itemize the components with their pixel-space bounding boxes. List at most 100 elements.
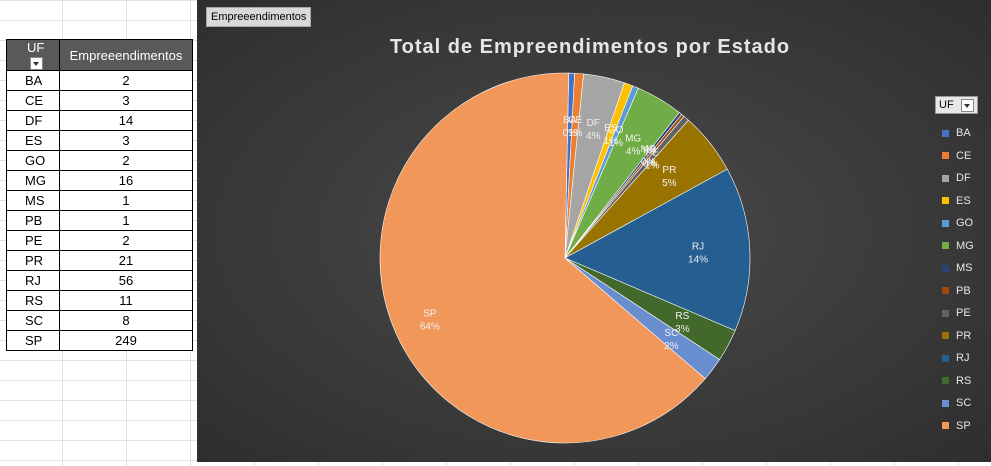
pivot-row-go: GO 2: [6, 150, 193, 172]
legend-swatch: [942, 264, 949, 272]
legend-label: SP: [956, 419, 971, 432]
legend-item-pr[interactable]: PR: [935, 325, 978, 348]
legend-header-label: UF: [939, 99, 954, 111]
legend-swatch: [942, 219, 949, 227]
pivot-cell-value[interactable]: 3: [59, 90, 193, 112]
pivot-row-rj: RJ 56: [6, 270, 193, 292]
pivot-cell-value[interactable]: 3: [59, 130, 193, 152]
pie-slice-rj[interactable]: [564, 168, 751, 332]
chart-field-button[interactable]: Empreeendimentos: [206, 7, 312, 27]
pivot-cell-value[interactable]: 8: [59, 310, 193, 332]
legend-filter-button[interactable]: UF: [935, 96, 978, 114]
data-label-df: DF 4%: [586, 118, 601, 142]
pivot-table: UF Empreeendimentos BA 2 CE 3 DF 14 ES 3 GO 2 MG 16…: [6, 38, 193, 352]
filter-dropdown-icon[interactable]: [30, 57, 43, 71]
pivot-row-df: DF 14: [6, 110, 193, 132]
legend-item-ba[interactable]: BA: [935, 122, 978, 145]
pivot-cell-uf[interactable]: GO: [6, 150, 60, 172]
pie-chart[interactable]: BA 0%CE 1%DF 4%ES 1%GO 1% MG 4% MS 0%PB 0%PE 1% PR 5%…: [197, 0, 991, 462]
pivot-cell-value[interactable]: 2: [59, 230, 193, 252]
legend-label: RJ: [956, 352, 970, 365]
legend-label: MG: [956, 239, 974, 252]
legend-swatch: [942, 399, 949, 407]
pivot-cell-uf[interactable]: PE: [6, 230, 60, 252]
pivot-header-uf-label: UF: [27, 40, 45, 55]
legend-swatch: [942, 287, 949, 295]
pivot-row-sc: SC 8: [6, 310, 193, 332]
pivot-cell-uf[interactable]: RJ: [6, 270, 60, 292]
pivot-cell-uf[interactable]: MG: [6, 170, 60, 192]
pivot-cell-value[interactable]: 14: [59, 110, 193, 132]
pivot-cell-uf[interactable]: PB: [6, 210, 60, 232]
pivot-cell-value[interactable]: 56: [59, 270, 193, 292]
pivot-cell-uf[interactable]: SC: [6, 310, 60, 332]
pivot-cell-value[interactable]: 21: [59, 250, 193, 272]
legend-swatch: [942, 377, 949, 385]
legend-label: ES: [956, 194, 971, 207]
pivot-row-ba: BA 2: [6, 70, 193, 92]
pivot-cell-value[interactable]: 16: [59, 170, 193, 192]
legend-label: RS: [956, 374, 972, 387]
pivot-cell-value[interactable]: 2: [59, 150, 193, 172]
pivot-cell-uf[interactable]: PR: [6, 250, 60, 272]
pivot-cell-value[interactable]: 2: [59, 70, 193, 92]
data-label-rs: RS 3%: [675, 311, 690, 335]
legend-swatch: [942, 242, 949, 250]
legend-item-sc[interactable]: SC: [935, 392, 978, 415]
pivot-cell-uf[interactable]: CE: [6, 90, 60, 112]
pivot-row-mg: MG 16: [6, 170, 193, 192]
legend-swatch: [942, 197, 949, 205]
data-label-rj: RJ 14%: [688, 242, 708, 266]
data-label-sc: SC 2%: [664, 328, 679, 352]
pivot-row-pe: PE 2: [6, 230, 193, 252]
pivot-cell-value[interactable]: 1: [59, 210, 193, 232]
pivot-row-ms: MS 1: [6, 190, 193, 212]
pivot-cell-uf[interactable]: ES: [6, 130, 60, 152]
pivot-cell-uf[interactable]: BA: [6, 70, 60, 92]
legend-label: PE: [956, 307, 971, 320]
legend-item-rj[interactable]: RJ: [935, 347, 978, 370]
data-label-pb: PB 0%: [643, 145, 658, 169]
legend-item-go[interactable]: GO: [935, 212, 978, 235]
legend-swatch: [942, 309, 949, 317]
pie-slice-sp[interactable]: [379, 72, 706, 444]
legend-item-ce[interactable]: CE: [935, 145, 978, 168]
legend-item-pb[interactable]: PB: [935, 280, 978, 303]
legend-swatch: [942, 174, 949, 182]
pivot-cell-value[interactable]: 249: [59, 330, 193, 352]
pivot-cell-uf[interactable]: RS: [6, 290, 60, 312]
data-label-go: GO 1%: [608, 125, 624, 149]
legend-item-es[interactable]: ES: [935, 190, 978, 213]
pivot-header-row: UF Empreeendimentos: [6, 38, 193, 72]
pivot-cell-uf[interactable]: MS: [6, 190, 60, 212]
pivot-header-uf[interactable]: UF: [6, 38, 60, 72]
pivot-cell-uf[interactable]: SP: [6, 330, 60, 352]
pivot-cell-value[interactable]: 11: [59, 290, 193, 312]
legend-item-mg[interactable]: MG: [935, 235, 978, 258]
pivot-row-pr: PR 21: [6, 250, 193, 272]
chart-legend: UF BA CE DF ES GO MG MS PB PE PR RJ RS SC SP: [935, 96, 978, 437]
legend-label: DF: [956, 172, 971, 185]
legend-swatch: [942, 152, 949, 160]
data-label-ba: BA 0%: [563, 115, 578, 139]
pivot-row-pb: PB 1: [6, 210, 193, 232]
filter-dropdown-icon[interactable]: [961, 99, 974, 112]
legend-item-rs[interactable]: RS: [935, 370, 978, 393]
legend-item-sp[interactable]: SP: [935, 415, 978, 438]
pivot-cell-value[interactable]: 1: [59, 190, 193, 212]
legend-label: PR: [956, 329, 972, 342]
legend-swatch: [942, 422, 949, 430]
pivot-cell-uf[interactable]: DF: [6, 110, 60, 132]
data-label-sp: SP 64%: [420, 308, 440, 332]
legend-item-df[interactable]: DF: [935, 167, 978, 190]
legend-item-pe[interactable]: PE: [935, 302, 978, 325]
chart-title: Total de Empreendimentos por Estado: [389, 36, 791, 58]
pivot-row-es: ES 3: [6, 130, 193, 152]
legend-label: CE: [956, 149, 972, 162]
data-label-ms: MS 0%: [641, 144, 656, 168]
data-label-ce: CE 1%: [568, 115, 583, 139]
legend-item-ms[interactable]: MS: [935, 257, 978, 280]
pivot-row-rs: RS 11: [6, 290, 193, 312]
legend-label: BA: [956, 127, 971, 140]
legend-label: GO: [956, 217, 974, 230]
